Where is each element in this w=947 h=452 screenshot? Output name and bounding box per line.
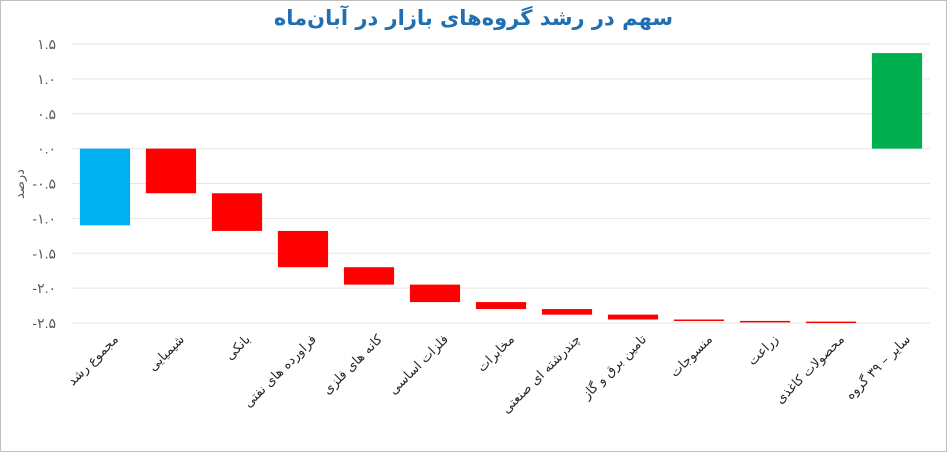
category-label: فراورده های نفتی xyxy=(241,332,320,411)
category-label: تامین برق و گاز xyxy=(578,331,650,403)
y-tick-label: -۲.۰ xyxy=(32,280,56,296)
bar-decrease xyxy=(739,320,791,323)
category-label: بانکی xyxy=(223,332,254,363)
category-label: فلزات اساسی xyxy=(386,332,452,398)
bar-decrease xyxy=(343,267,395,285)
category-label: زراعت xyxy=(745,332,782,369)
bar-decrease xyxy=(277,230,329,268)
y-tick-label: -۱.۰ xyxy=(32,210,56,226)
bar-decrease xyxy=(805,321,857,324)
y-tick-label: -۰.۵ xyxy=(32,176,56,192)
bar-decrease xyxy=(607,314,659,320)
bar-decrease xyxy=(673,319,725,322)
category-label: کانه های فلزی xyxy=(320,332,386,398)
y-tick-label: ۱.۰ xyxy=(37,71,56,87)
category-label: مجموع رشد xyxy=(65,332,122,389)
bar-decrease xyxy=(145,148,197,194)
bar-increase xyxy=(871,53,923,149)
category-label: شیمیایی xyxy=(146,332,188,374)
y-tick-label: ۰.۰ xyxy=(37,141,56,157)
category-label: سایر – ۳۹ گروه xyxy=(842,332,913,403)
category-label: محصولات کاغذی xyxy=(773,332,848,407)
bar-decrease xyxy=(541,309,593,315)
chart-title: سهم در رشد گروه‌های بازار در آبان‌ماه xyxy=(273,6,674,30)
bar-decrease xyxy=(475,302,527,310)
y-tick-label: ۱.۵ xyxy=(37,36,56,52)
bar-decrease xyxy=(211,193,263,231)
bar-decrease xyxy=(409,284,461,303)
y-tick-label: -۱.۵ xyxy=(32,245,56,261)
y-tick-label: -۲.۵ xyxy=(32,315,56,331)
y-axis-label: درصد xyxy=(13,169,28,199)
category-label: مخابرات xyxy=(475,332,518,375)
bar-total xyxy=(79,148,131,226)
category-label: منسوجات xyxy=(667,332,715,380)
y-tick-label: ۰.۵ xyxy=(37,106,56,122)
